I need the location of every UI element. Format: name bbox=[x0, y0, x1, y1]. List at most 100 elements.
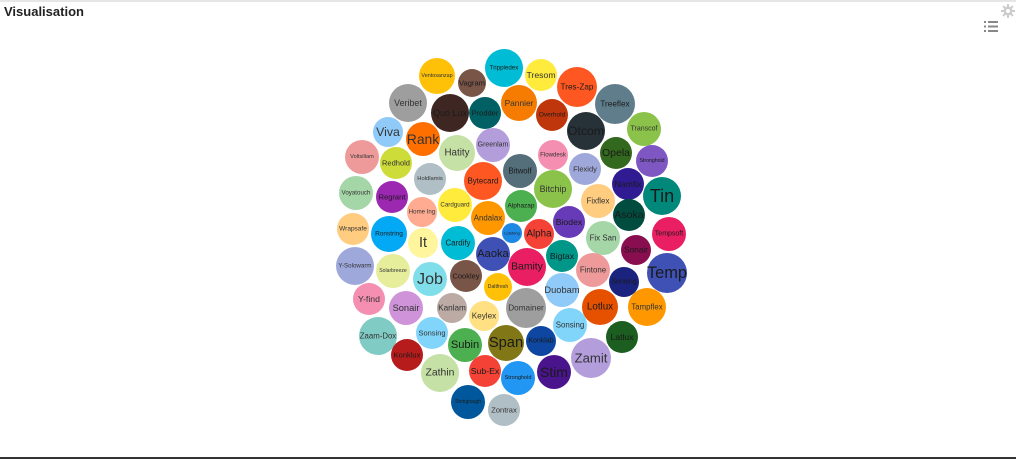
bubble[interactable]: Sonsing bbox=[553, 308, 587, 342]
bubble-circle[interactable] bbox=[484, 273, 512, 301]
bubble-circle[interactable] bbox=[359, 317, 397, 355]
bubble-circle[interactable] bbox=[414, 163, 446, 195]
bubble-circle[interactable] bbox=[451, 385, 485, 419]
bubble-circle[interactable] bbox=[546, 240, 578, 272]
bubble-circle[interactable] bbox=[485, 49, 523, 87]
bubble-circle[interactable] bbox=[503, 154, 537, 188]
bubble-circle[interactable] bbox=[586, 221, 620, 255]
bubble[interactable]: Kanlam bbox=[437, 293, 467, 323]
bubble-circle[interactable] bbox=[576, 253, 610, 287]
bubble[interactable]: Alphazap bbox=[505, 190, 537, 222]
bubble-circle[interactable] bbox=[419, 58, 455, 94]
bubble[interactable]: Tres-Zap bbox=[557, 67, 597, 107]
bubble[interactable]: Redhold bbox=[380, 147, 412, 179]
bubble[interactable]: Zontrax bbox=[488, 394, 520, 426]
bubble[interactable]: Rank bbox=[406, 122, 440, 156]
bubble-circle[interactable] bbox=[389, 84, 427, 122]
bubble-circle[interactable] bbox=[448, 328, 482, 362]
bubble-circle[interactable] bbox=[628, 288, 666, 326]
bubble[interactable]: Konklux bbox=[391, 339, 423, 371]
bubble-circle[interactable] bbox=[391, 339, 423, 371]
bubble[interactable]: Bitchip bbox=[534, 170, 572, 208]
bubble-circle[interactable] bbox=[643, 177, 681, 215]
bubble[interactable]: Cookley bbox=[450, 260, 482, 292]
bubble-circle[interactable] bbox=[571, 338, 611, 378]
bubble[interactable]: Keylex bbox=[469, 301, 499, 331]
bubble-circle[interactable] bbox=[413, 262, 447, 296]
bubble[interactable]: Alpha bbox=[524, 219, 554, 249]
bubble-circle[interactable] bbox=[339, 176, 373, 210]
bubble[interactable]: Fix San bbox=[586, 221, 620, 255]
bubble-circle[interactable] bbox=[416, 317, 448, 349]
bubble-circle[interactable] bbox=[488, 394, 520, 426]
bubble[interactable]: Prodder bbox=[469, 97, 501, 129]
list-icon[interactable] bbox=[984, 21, 998, 32]
bubble-circle[interactable] bbox=[595, 84, 635, 124]
bubble[interactable]: Sonair bbox=[389, 291, 423, 325]
bubble[interactable]: Fixflex bbox=[581, 184, 615, 218]
bubble[interactable]: Flowdesk bbox=[538, 140, 568, 170]
bubble[interactable]: Tampflex bbox=[628, 288, 666, 326]
bubble[interactable]: Latlux bbox=[606, 321, 638, 353]
bubble[interactable]: Voyatouch bbox=[339, 176, 373, 210]
bubble[interactable]: Trippledex bbox=[485, 49, 523, 87]
bubble-circle[interactable] bbox=[553, 308, 587, 342]
bubble[interactable]: Opela bbox=[600, 137, 632, 169]
bubble[interactable]: Span bbox=[488, 325, 524, 361]
bubble[interactable]: Sub-Ex bbox=[469, 355, 501, 387]
bubble-circle[interactable] bbox=[345, 140, 379, 174]
bubble-circle[interactable] bbox=[502, 223, 522, 243]
bubble-circle[interactable] bbox=[501, 85, 537, 121]
bubble[interactable]: Greenlam bbox=[476, 128, 510, 162]
bubble-circle[interactable] bbox=[609, 267, 639, 297]
bubble[interactable]: Lotlux bbox=[582, 289, 618, 325]
bubble-circle[interactable] bbox=[469, 355, 501, 387]
bubble-circle[interactable] bbox=[337, 213, 369, 245]
bubble-circle[interactable] bbox=[406, 122, 440, 156]
bubble[interactable]: Y-Solowarm bbox=[336, 247, 374, 285]
bubble-circle[interactable] bbox=[534, 170, 572, 208]
bubble-circle[interactable] bbox=[380, 147, 412, 179]
bubble[interactable]: Ronstring bbox=[371, 216, 407, 252]
bubble-circle[interactable] bbox=[537, 355, 571, 389]
bubble[interactable]: Zathin bbox=[421, 354, 459, 392]
bubble[interactable]: Wrapsafe bbox=[337, 213, 369, 245]
bubble[interactable]: Cardify bbox=[441, 226, 475, 260]
bubble[interactable]: Otcom bbox=[567, 112, 605, 150]
bubble-circle[interactable] bbox=[471, 201, 505, 235]
bubble-circle[interactable] bbox=[421, 354, 459, 392]
bubble[interactable]: Transcof bbox=[627, 112, 661, 146]
bubble-circle[interactable] bbox=[488, 325, 524, 361]
bubble-circle[interactable] bbox=[525, 59, 557, 91]
bubble-circle[interactable] bbox=[647, 253, 687, 293]
bubble[interactable]: Bamity bbox=[508, 248, 546, 286]
bubble[interactable]: Tresom bbox=[525, 59, 557, 91]
bubble-circle[interactable] bbox=[582, 289, 618, 325]
bubble-circle[interactable] bbox=[469, 97, 501, 129]
bubble[interactable]: Andalax bbox=[471, 201, 505, 235]
bubble-circle[interactable] bbox=[336, 247, 374, 285]
bubble[interactable]: Regrant bbox=[376, 181, 408, 213]
bubble-circle[interactable] bbox=[458, 69, 486, 97]
bubble-circle[interactable] bbox=[613, 199, 645, 231]
bubble[interactable]: Overhold bbox=[536, 99, 568, 131]
bubble-circle[interactable] bbox=[524, 219, 554, 249]
bubble[interactable]: Bigtax bbox=[546, 240, 578, 272]
bubble-circle[interactable] bbox=[621, 235, 651, 265]
bubble-circle[interactable] bbox=[612, 168, 644, 200]
bubble[interactable]: Aaoka bbox=[476, 237, 510, 271]
bubble-circle[interactable] bbox=[567, 112, 605, 150]
bubble[interactable]: Stronghold bbox=[501, 361, 535, 395]
bubble[interactable]: Domainer bbox=[506, 288, 546, 328]
bubble[interactable]: Voltsillam bbox=[345, 140, 379, 174]
bubble[interactable]: Konklab bbox=[526, 326, 556, 356]
bubble-circle[interactable] bbox=[476, 128, 510, 162]
bubble-circle[interactable] bbox=[505, 190, 537, 222]
bubble-circle[interactable] bbox=[353, 283, 385, 315]
bubble[interactable]: Tin bbox=[643, 177, 681, 215]
bubble[interactable]: Treeflex bbox=[595, 84, 635, 124]
bubble-circle[interactable] bbox=[437, 293, 467, 323]
bubble-circle[interactable] bbox=[569, 153, 601, 185]
bubble[interactable]: Zaam-Dox bbox=[359, 317, 397, 355]
bubble-circle[interactable] bbox=[606, 321, 638, 353]
